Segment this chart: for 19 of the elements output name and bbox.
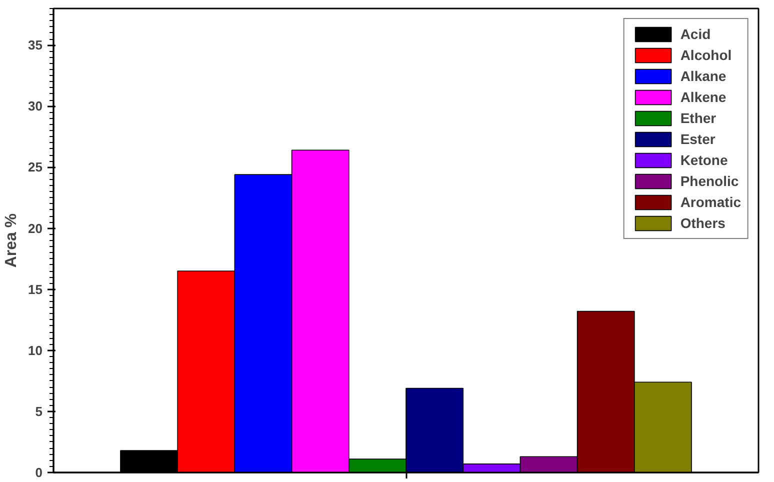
legend-label: Ether	[680, 109, 716, 127]
y-tick-label: 25	[28, 160, 43, 175]
y-axis-title: Area %	[3, 213, 20, 268]
y-tick-label: 20	[28, 220, 43, 236]
legend-label: Ester	[680, 130, 716, 148]
legend-label: Alkane	[680, 67, 726, 85]
y-tick-label: 30	[28, 98, 43, 114]
legend-label: Aromatic	[680, 193, 741, 211]
legend-label: Alkene	[680, 88, 726, 106]
legend-label: Acid	[680, 25, 711, 43]
y-tick-label: 35	[28, 38, 43, 53]
legend-label: Phenolic	[680, 172, 739, 190]
legend-label: Others	[680, 214, 726, 232]
legend-label: Ketone	[680, 151, 728, 169]
legend-label: Alcohol	[680, 46, 732, 64]
y-tick-label: 0	[35, 465, 43, 480]
y-tick-label: 10	[28, 342, 43, 358]
y-tick-label: 15	[28, 282, 43, 297]
y-tick-label: 5	[35, 404, 43, 419]
